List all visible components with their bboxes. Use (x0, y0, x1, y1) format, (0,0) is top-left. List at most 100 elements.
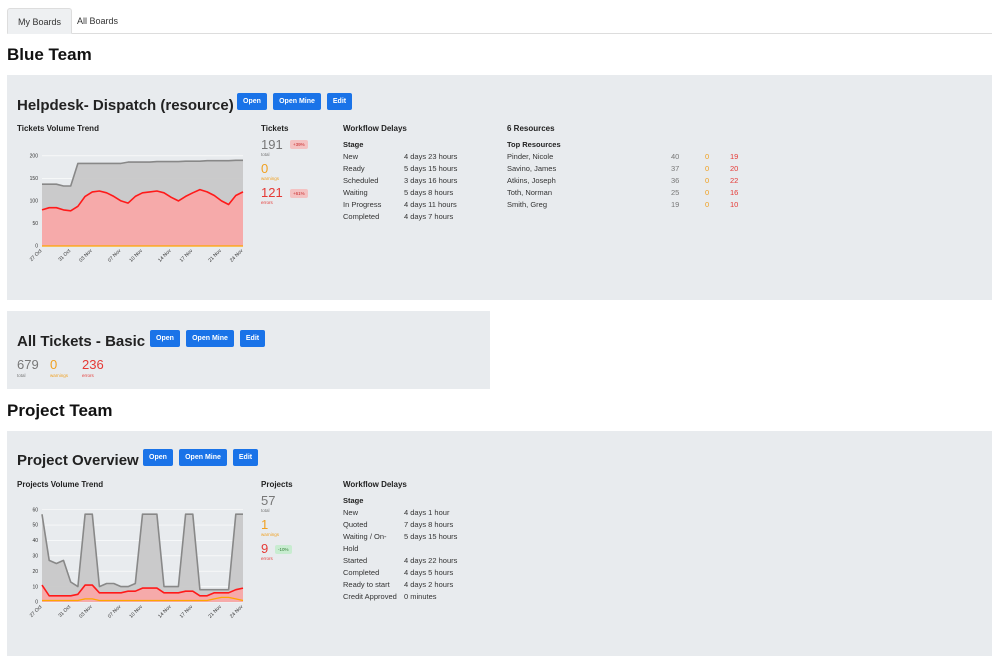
open-button[interactable]: Open (143, 449, 173, 466)
x-tick-label: 27 Oct (29, 604, 44, 619)
x-tick-label: 17 Nov (179, 604, 195, 620)
resources-heading: 6 Resources (507, 124, 555, 133)
y-tick-label: 200 (30, 153, 39, 159)
resource-total: 19 (671, 200, 680, 209)
x-tick-label: 14 Nov (157, 604, 173, 620)
warnings-label: warnings (261, 532, 280, 537)
workflow-stage: Started (343, 556, 368, 565)
total-label: total (261, 152, 270, 157)
resource-total: 40 (671, 152, 680, 161)
resource-errors: 19 (730, 152, 739, 161)
x-tick-label: 17 Nov (179, 248, 195, 264)
x-tick-label: 03 Nov (78, 248, 94, 264)
y-tick-label: 60 (32, 507, 38, 513)
errors-series-area (42, 189, 243, 246)
workflow-stage: Ready (343, 164, 365, 173)
resource-errors: 20 (730, 164, 739, 173)
warnings-count: 0 (50, 357, 58, 372)
errors-label: errors (261, 200, 273, 205)
y-tick-label: 150 (30, 176, 39, 182)
x-tick-label: 07 Nov (107, 604, 123, 620)
x-tick-label: 31 Oct (57, 248, 72, 263)
resource-total: 25 (671, 188, 680, 197)
y-tick-label: 50 (32, 221, 38, 227)
y-tick-label: 20 (32, 569, 38, 575)
open-mine-button[interactable]: Open Mine (273, 93, 321, 110)
workflow-heading: Workflow Delays (343, 480, 407, 489)
resource-errors: 22 (730, 176, 739, 185)
total-change-badge: +39% (290, 140, 308, 149)
resource-warnings: 0 (705, 152, 710, 161)
x-tick-label: 24 Nov (229, 604, 245, 620)
errors-label: errors (82, 373, 94, 378)
total-label: total (261, 508, 270, 513)
errors-change-badge: +61% (290, 189, 308, 198)
edit-button[interactable]: Edit (240, 330, 265, 347)
workflow-stage: Credit Approved (343, 592, 397, 601)
y-tick-label: 0 (35, 244, 38, 250)
open-button[interactable]: Open (237, 93, 267, 110)
x-tick-label: 03 Nov (78, 604, 94, 620)
workflow-delay: 4 days 1 hour (404, 508, 450, 517)
workflow-stage: Waiting (343, 188, 368, 197)
open-button[interactable]: Open (150, 330, 180, 347)
errors-change-badge: -10% (275, 545, 292, 554)
workflow-stage: Completed (343, 568, 380, 577)
resource-errors: 16 (730, 188, 739, 197)
tab-all-boards[interactable]: All Boards (77, 16, 119, 26)
resource-name: Atkins, Joseph (507, 176, 556, 185)
total-series-area (42, 514, 243, 602)
workflow-delay: 4 days 11 hours (404, 200, 457, 209)
errors-count: 121 (261, 185, 283, 200)
warnings-series-line (42, 596, 244, 602)
total-count: 679 (17, 357, 39, 372)
workflow-stage: Quoted (343, 520, 368, 529)
resource-errors: 10 (730, 200, 739, 209)
resource-total: 36 (671, 176, 680, 185)
warnings-count: 0 (261, 161, 269, 176)
edit-button[interactable]: Edit (233, 449, 258, 466)
workflow-stage: In Progress (343, 200, 382, 209)
total-label: total (17, 373, 26, 378)
projects-volume-chart: 0 10 20 30 40 50 60 27 Oct 31 Oct 03 Nov 07 Nov 10 … (29, 507, 245, 620)
board-panel-helpdesk: Helpdesk- Dispatch (resource) Open Open … (7, 75, 992, 300)
workflow-delay: 5 days 8 hours (404, 188, 454, 197)
resource-warnings: 0 (705, 176, 710, 185)
open-mine-button[interactable]: Open Mine (179, 449, 227, 466)
team-title-project: Project Team (7, 401, 113, 420)
x-tick-label: 27 Oct (29, 248, 44, 263)
resource-name: Pinder, Nicole (507, 152, 554, 161)
stage-heading: Stage (343, 140, 364, 149)
chart-title: Projects Volume Trend (17, 480, 104, 489)
board-title: Project Overview (17, 452, 139, 469)
workflow-stage: Hold (343, 544, 359, 553)
y-tick-label: 10 (32, 584, 38, 590)
warnings-count: 1 (261, 517, 269, 532)
tab-my-boards[interactable]: My Boards (7, 8, 73, 34)
board-title: Helpdesk- Dispatch (resource) (17, 97, 234, 114)
total-series-line (42, 159, 243, 187)
workflow-delay: 0 minutes (404, 592, 437, 601)
errors-series-line (41, 584, 244, 597)
y-tick-label: 0 (35, 600, 38, 606)
errors-count: 9 (261, 541, 269, 556)
team-title-blue: Blue Team (7, 45, 92, 64)
stats-heading: Projects (261, 480, 293, 489)
errors-count: 236 (82, 357, 104, 372)
resource-total: 37 (671, 164, 680, 173)
y-tick-label: 40 (32, 538, 38, 544)
open-mine-button[interactable]: Open Mine (186, 330, 234, 347)
top-resources-heading: Top Resources (507, 140, 561, 149)
resource-warnings: 0 (705, 200, 710, 209)
resource-warnings: 0 (705, 188, 710, 197)
workflow-stage: Waiting / On- (343, 532, 387, 541)
edit-button[interactable]: Edit (327, 93, 352, 110)
workflow-delay: 4 days 23 hours (404, 152, 458, 161)
workflow-stage: New (343, 508, 359, 517)
y-tick-label: 30 (32, 554, 38, 560)
workflow-delay: 4 days 7 hours (404, 212, 454, 221)
warnings-label: warnings (50, 373, 69, 378)
errors-series-area (42, 585, 243, 602)
workflow-delay: 4 days 2 hours (404, 580, 454, 589)
errors-series-line (41, 188, 244, 212)
